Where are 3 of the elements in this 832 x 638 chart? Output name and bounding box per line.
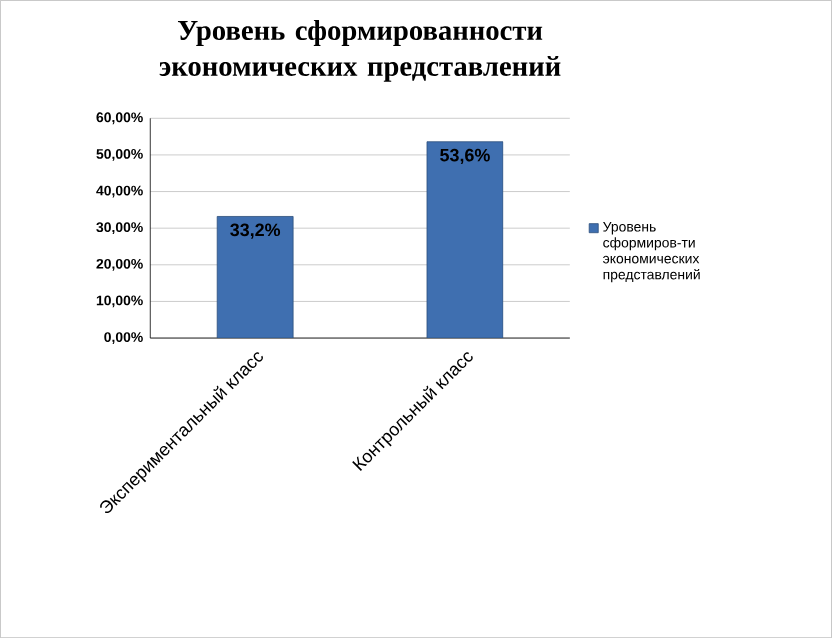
data-label: 53,6% [440, 148, 490, 164]
chart-title: Уровень сформированности экономических представлений [159, 19, 561, 82]
data-label: 33,2% [230, 223, 281, 239]
